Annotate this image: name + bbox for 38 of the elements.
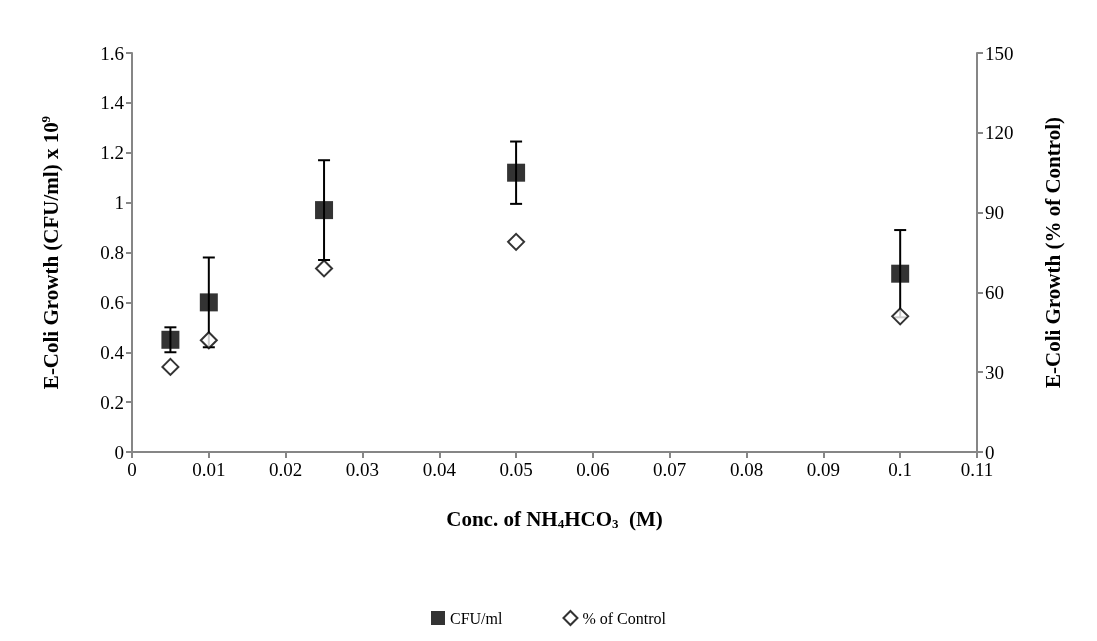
x-tick-label: 0.09 (806, 459, 840, 480)
point (199, 331, 218, 350)
y-tick-label: 1.4 (100, 92, 125, 114)
y2-axis-title: E-Coli Growth (% of Control) (1040, 116, 1065, 389)
point (161, 330, 180, 349)
y2-tick-label: 90 (985, 202, 1004, 224)
y-tick-label: 1.6 (100, 42, 124, 64)
point (891, 307, 910, 326)
x-tick-label: 0.07 (653, 459, 687, 480)
y-tick-label: 1.2 (100, 142, 124, 164)
x-tick-label: 0.05 (499, 459, 533, 480)
point (315, 259, 334, 278)
y-tick-label: 0.6 (100, 291, 124, 313)
y2-tick-label: 150 (985, 42, 1014, 64)
point (315, 201, 334, 220)
point (507, 232, 526, 251)
x-tick-label: 0.06 (576, 459, 610, 480)
y-tick-label: 0.4 (100, 341, 125, 363)
x-tick-label: 0.08 (729, 459, 764, 480)
x-tick-label: 0.02 (269, 459, 303, 480)
x-tick-label: 0.03 (345, 459, 380, 480)
point (507, 163, 526, 182)
x-tick-label: 0.1 (888, 459, 913, 480)
x-tick-label: 0.04 (422, 459, 457, 480)
y2-tick-label: 120 (985, 122, 1014, 144)
y-tick-label: 0.8 (100, 242, 124, 263)
y2-tick-label: 60 (985, 281, 1004, 303)
legend-label: CFU/ml (450, 609, 504, 627)
y-axis-title: E-Coli Growth (CFU/ml) x 109 (38, 115, 63, 390)
y-tick-label: 0 (114, 441, 124, 463)
point (891, 264, 910, 283)
y2-tick-label: 30 (985, 361, 1004, 383)
point (161, 357, 180, 376)
legend-label: % of Control (582, 609, 667, 627)
point (199, 293, 218, 312)
y-tick-label: 1 (114, 192, 124, 214)
y-tick-label: 0.2 (100, 391, 124, 413)
x-tick-label: 0.01 (192, 459, 226, 480)
